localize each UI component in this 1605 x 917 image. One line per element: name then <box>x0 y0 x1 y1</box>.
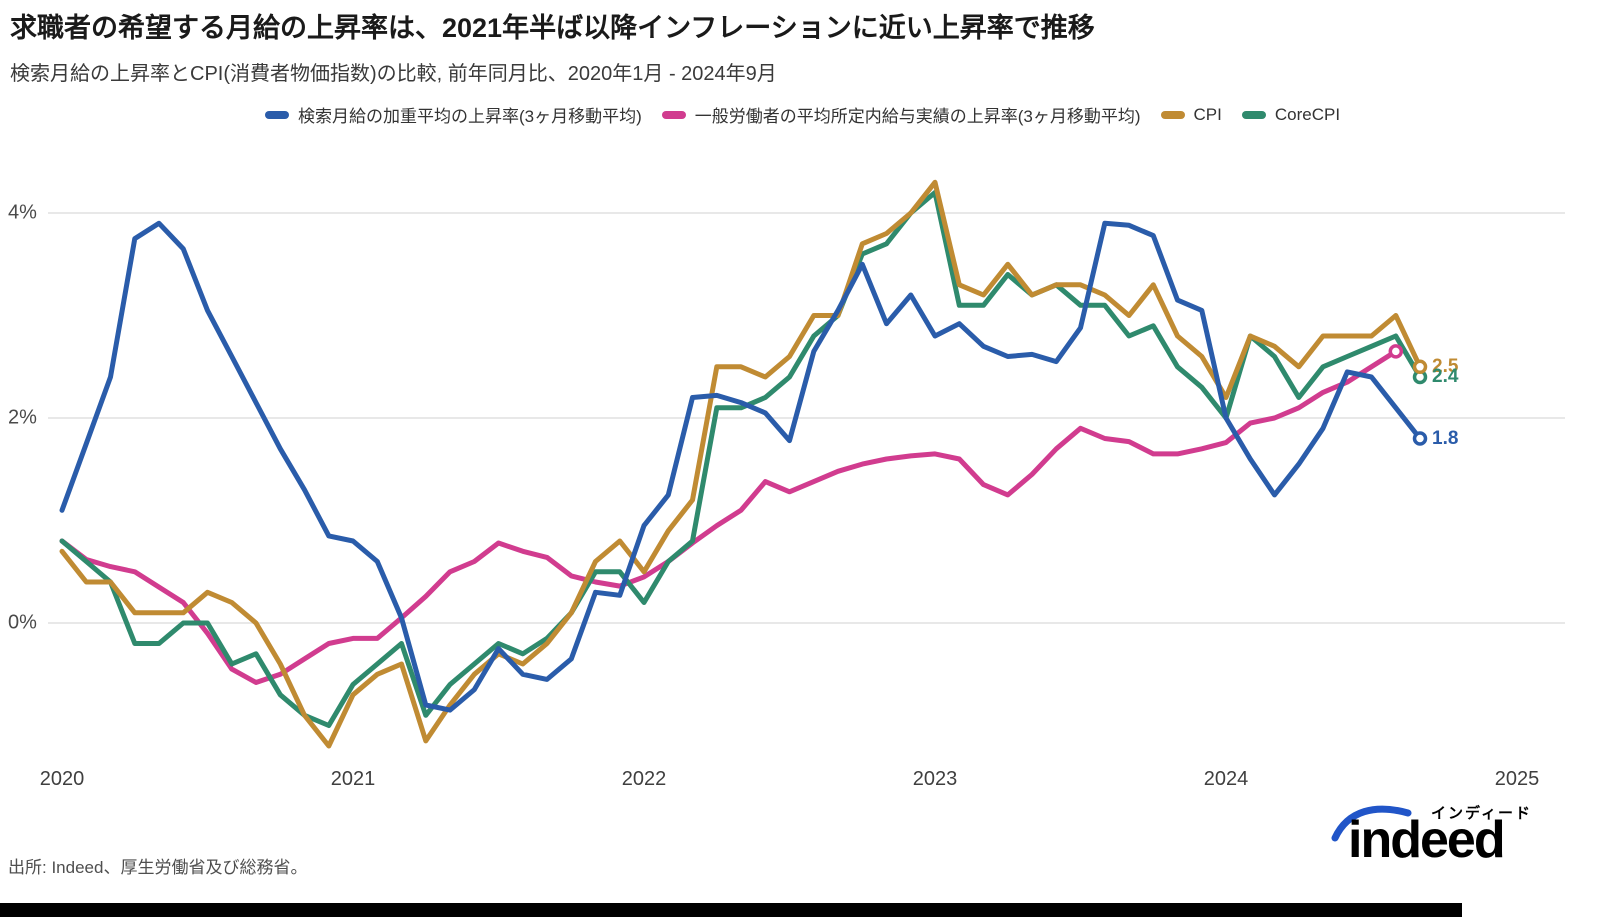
legend-item-label: 一般労働者の平均所定内給与実績の上昇率(3ヶ月移動平均) <box>694 107 1141 126</box>
x-tick-2020: 2020 <box>39 768 85 790</box>
series-end-dot-3 <box>1412 431 1428 446</box>
end-label-2.5: 2.5 <box>1432 355 1459 377</box>
x-tick-2023: 2023 <box>912 768 958 790</box>
x-tick-2024: 2024 <box>1203 768 1249 790</box>
series-line-3 <box>59 220 1423 713</box>
legend-swatch-icon <box>661 110 686 119</box>
y-tick-0%: 0% <box>8 611 37 634</box>
logo-katakana: インディード <box>1431 805 1532 822</box>
chart-subtitle: 検索月給の上昇率とCPI(消費者物価指数)の比較, 前年同月比、2020年1月 … <box>10 63 777 85</box>
y-tick-4%: 4% <box>8 201 37 224</box>
series-line-1 <box>59 190 1423 728</box>
series-end-dot-0 <box>1388 344 1404 359</box>
x-tick-2025: 2025 <box>1494 768 1540 790</box>
x-tick-2022: 2022 <box>621 768 667 790</box>
x-tick-2021: 2021 <box>330 768 376 790</box>
legend-item-0: 検索月給の加重平均の上昇率(3ヶ月移動平均) <box>264 102 642 127</box>
legend-swatch-icon <box>1160 110 1185 119</box>
series-line-2 <box>59 179 1423 749</box>
legend: 検索月給の加重平均の上昇率(3ヶ月移動平均) 一般労働者の平均所定内給与実績の上昇… <box>0 102 1605 127</box>
legend-item-3: CoreCPI <box>1241 104 1341 125</box>
footer-bar <box>0 903 1462 917</box>
end-label-1.8: 1.8 <box>1432 427 1459 449</box>
indeed-logo: インディード indeed <box>1331 802 1532 890</box>
logo-arc-icon <box>1331 805 1412 842</box>
end-label-2.4: 2.4 <box>1432 366 1459 387</box>
chart-title: 求職者の希望する月給の上昇率は、2021年半ば以降インフレーションに近い上昇率で… <box>10 13 1095 43</box>
legend-swatch-icon <box>264 110 289 119</box>
series-end-dot-2 <box>1412 359 1428 375</box>
logo-wordmark: indeed <box>1348 811 1506 869</box>
legend-item-2: CPI <box>1160 104 1222 125</box>
legend-item-label: CPI <box>1193 104 1222 124</box>
legend-swatch-icon <box>1241 110 1266 119</box>
legend-item-label: 検索月給の加重平均の上昇率(3ヶ月移動平均) <box>297 107 642 126</box>
source-note: 出所: Indeed、厚生労働省及び総務省。 <box>8 858 308 877</box>
legend-item-label: CoreCPI <box>1274 104 1341 124</box>
legend-item-1: 一般労働者の平均所定内給与実績の上昇率(3ヶ月移動平均) <box>661 102 1141 127</box>
y-tick-2%: 2% <box>8 406 37 429</box>
